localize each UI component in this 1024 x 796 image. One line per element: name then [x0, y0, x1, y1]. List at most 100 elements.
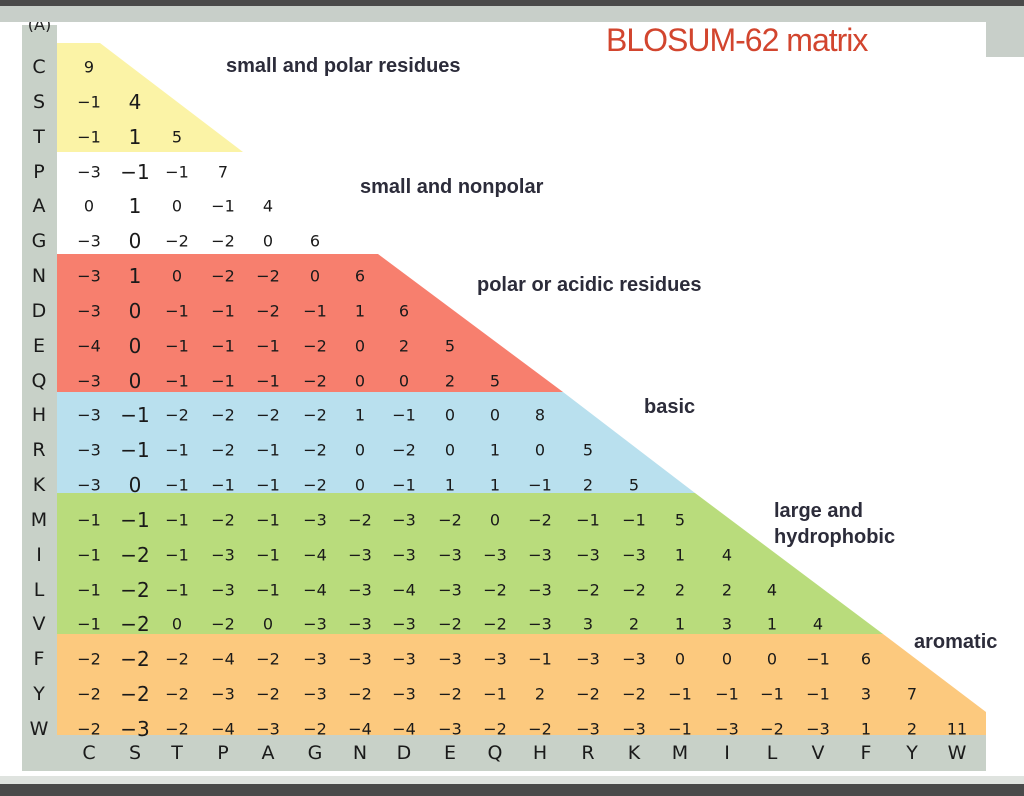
matrix-cell: −3 — [483, 649, 507, 669]
row-label-s: S — [32, 90, 46, 113]
matrix-cell: −1 — [165, 440, 189, 460]
matrix-cell: −1 — [165, 510, 189, 530]
column-label-t: T — [171, 742, 183, 764]
column-label-l: L — [766, 742, 778, 764]
column-label-i: I — [724, 742, 730, 764]
column-axis-row — [57, 735, 986, 771]
matrix-cell: −3 — [77, 475, 101, 495]
matrix-cell: −3 — [348, 649, 372, 669]
matrix-cell: −2 — [120, 577, 150, 602]
frame-top-bar — [0, 0, 1024, 6]
matrix-cell: −2 — [622, 580, 646, 600]
matrix-cell: 7 — [906, 684, 918, 704]
row-label-e: E — [32, 334, 46, 357]
matrix-cell: 1 — [128, 194, 142, 219]
column-label-d: D — [396, 742, 412, 764]
matrix-cell: 1 — [354, 405, 366, 425]
matrix-cell: −2 — [483, 614, 507, 634]
matrix-cell: −2 — [211, 266, 235, 286]
matrix-cell: 0 — [489, 510, 501, 530]
matrix-cell: −1 — [165, 162, 189, 182]
row-label-c: C — [32, 56, 46, 78]
matrix-cell: −3 — [392, 545, 416, 565]
matrix-cell: 2 — [674, 580, 686, 600]
matrix-cell: −3 — [528, 580, 552, 600]
row-label-g: G — [31, 230, 47, 253]
column-label-e: E — [443, 742, 457, 764]
matrix-cell: −2 — [256, 301, 280, 321]
matrix-cell: −3 — [77, 405, 101, 425]
matrix-cell: 1 — [444, 475, 456, 495]
row-label-f: F — [33, 648, 45, 671]
matrix-cell: −2 — [77, 719, 101, 739]
matrix-cell: −3 — [622, 649, 646, 669]
matrix-cell: 5 — [171, 127, 183, 147]
matrix-cell: 3 — [860, 684, 872, 704]
row-label-v: V — [32, 613, 46, 636]
matrix-cell: −3 — [77, 301, 101, 321]
matrix-cell: −3 — [77, 162, 101, 182]
frame-top-gap — [0, 22, 1024, 25]
matrix-cell: 0 — [128, 229, 142, 254]
matrix-cell: −3 — [392, 684, 416, 704]
matrix-cell: 11 — [946, 719, 968, 739]
matrix-cell: 6 — [309, 231, 321, 251]
matrix-cell: −3 — [77, 440, 101, 460]
matrix-cell: −1 — [165, 580, 189, 600]
matrix-cell: 2 — [906, 719, 918, 739]
matrix-cell: −2 — [120, 682, 150, 707]
matrix-cell: −3 — [576, 719, 600, 739]
column-label-g: G — [307, 742, 323, 764]
matrix-cell: 1 — [354, 301, 366, 321]
matrix-cell: 1 — [766, 614, 778, 634]
matrix-cell: 4 — [721, 545, 733, 565]
matrix-cell: 0 — [398, 371, 410, 391]
matrix-cell: 0 — [766, 649, 778, 669]
region-aromatic — [57, 634, 986, 735]
matrix-cell: −1 — [165, 545, 189, 565]
matrix-cell: −1 — [256, 475, 280, 495]
matrix-cell: 7 — [217, 162, 229, 182]
matrix-cell: −1 — [392, 405, 416, 425]
region-basic — [57, 392, 695, 493]
matrix-cell: 0 — [262, 614, 274, 634]
column-label-n: N — [352, 742, 368, 764]
column-label-a: A — [261, 742, 275, 764]
matrix-cell: −3 — [77, 266, 101, 286]
label-aromatic: aromatic — [914, 631, 998, 653]
matrix-cell: −3 — [77, 231, 101, 251]
matrix-cell: 0 — [83, 196, 95, 216]
label-small-polar: small and polar residues — [226, 55, 461, 77]
frame-top-band — [0, 6, 1024, 22]
matrix-cell: −3 — [438, 649, 462, 669]
matrix-cell: −2 — [165, 684, 189, 704]
matrix-cell: 1 — [489, 440, 501, 460]
row-label-l: L — [33, 578, 45, 601]
matrix-cell: 0 — [262, 231, 274, 251]
matrix-cell: −4 — [77, 336, 101, 356]
matrix-cell: −2 — [120, 612, 150, 637]
matrix-cell: −2 — [256, 405, 280, 425]
matrix-cell: 0 — [171, 196, 183, 216]
matrix-cell: 6 — [354, 266, 366, 286]
matrix-cell: 0 — [489, 405, 501, 425]
matrix-cell: 4 — [766, 580, 778, 600]
frame-right-band — [986, 22, 1024, 57]
matrix-cell: −1 — [806, 684, 830, 704]
matrix-cell: −2 — [165, 405, 189, 425]
matrix-cell: −2 — [483, 719, 507, 739]
matrix-cell: 1 — [674, 614, 686, 634]
region-small-polar — [57, 43, 243, 152]
matrix-cell: 5 — [444, 336, 456, 356]
row-label-i: I — [36, 543, 42, 566]
matrix-cell: −2 — [303, 371, 327, 391]
matrix-cell: −2 — [392, 440, 416, 460]
matrix-cell: −2 — [256, 649, 280, 669]
matrix-cell: −2 — [165, 719, 189, 739]
matrix-cell: 4 — [812, 614, 824, 634]
matrix-cell: −3 — [77, 371, 101, 391]
matrix-cell: −1 — [211, 475, 235, 495]
matrix-cell: −1 — [120, 403, 150, 428]
row-label-p: P — [33, 160, 45, 183]
matrix-cell: −4 — [303, 580, 327, 600]
